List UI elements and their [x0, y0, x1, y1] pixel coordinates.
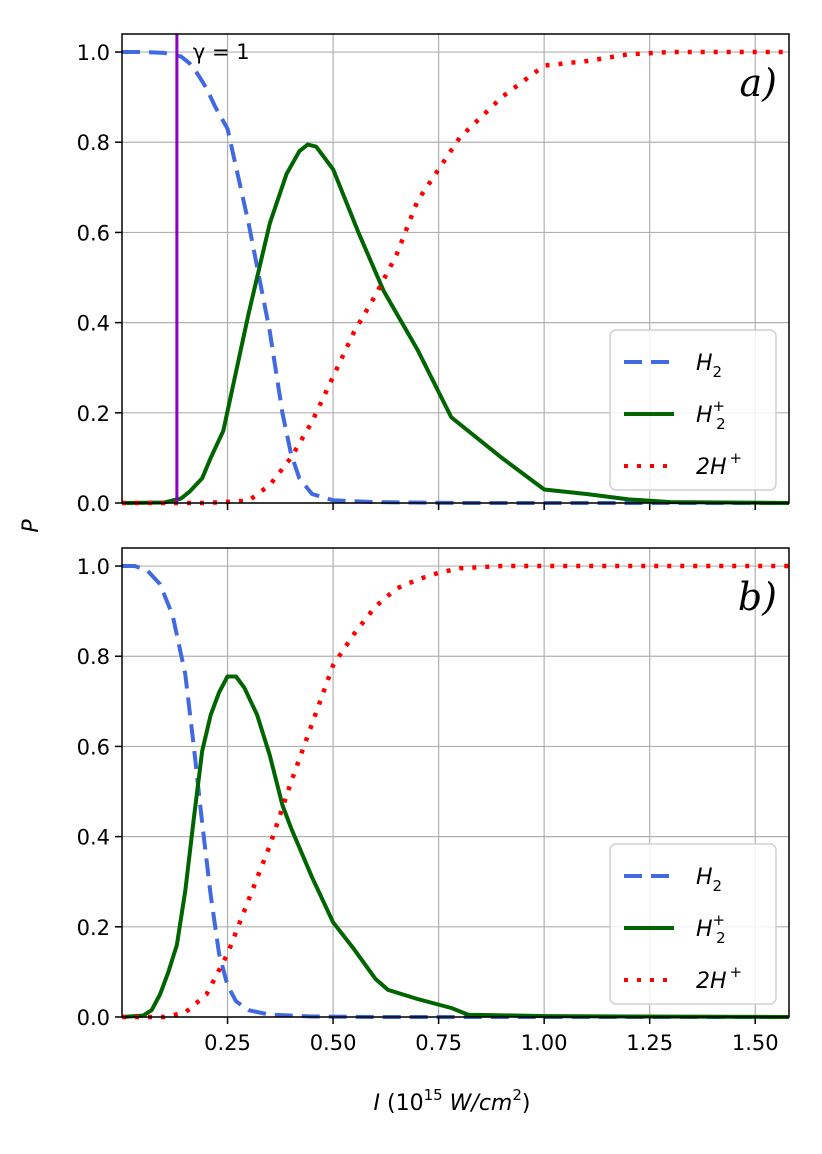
series-line-h2plus	[121, 674, 790, 1019]
legend-entry: H+ 2	[696, 911, 726, 947]
y-tick-label: 0.8	[77, 645, 110, 669]
panel-label: a)	[740, 61, 777, 105]
y-tick-label: 0.4	[77, 312, 110, 336]
legend-frame	[609, 843, 777, 1005]
legend-entry: H2	[696, 865, 722, 895]
y-tick-label: 0.2	[77, 402, 110, 426]
series-line-2hplus	[122, 49, 789, 506]
y-axis-label: P	[19, 519, 44, 533]
y-tick-label: 1.0	[77, 555, 110, 579]
legend-frame	[609, 329, 777, 491]
x-axis-label: I (1015 W/cm2)	[374, 1086, 531, 1116]
y-tick-label: 0.6	[77, 221, 110, 245]
y-tick-label: 0.8	[77, 131, 110, 155]
panel-b: 0.0 0.2 0.4 0.6 0.8 1.0 0.25 0.50 0.75 1.00 1.25 1.…	[77, 547, 790, 1055]
y-tick-label: 1.0	[77, 41, 110, 65]
axes-frame	[121, 33, 790, 504]
series-line-h2	[122, 564, 789, 1019]
panel-label: b)	[738, 575, 777, 619]
y-tick-label: 0.0	[77, 1006, 110, 1030]
legend-entry: 2H +	[696, 963, 742, 994]
x-tick-label: 0.25	[204, 1031, 251, 1055]
x-tick-label: 1.25	[626, 1031, 673, 1055]
axes-frame	[121, 547, 790, 1018]
x-tick-label: 1.50	[732, 1031, 779, 1055]
y-tick-label: 0.2	[77, 916, 110, 940]
x-tick-label: 0.75	[415, 1031, 462, 1055]
gamma-label: γ = 1	[193, 40, 250, 64]
y-tick-label: 0.4	[77, 826, 110, 850]
y-tick-label: 0.0	[77, 492, 110, 516]
legend-entry: 2H +	[696, 449, 742, 480]
series-line-h2	[122, 50, 789, 505]
x-tick-label: 0.50	[310, 1031, 357, 1055]
x-tick-label: 1.00	[521, 1031, 568, 1055]
legend: H2 H+ 2 2H +	[609, 329, 777, 491]
series-line-h2plus	[121, 142, 790, 505]
panel-a: γ = 1 0.0 0.2 0.4 0.6 0.8 1.0 a) H2 H+ 2 2H +	[77, 33, 790, 516]
legend: H2 H+ 2 2H +	[609, 843, 777, 1005]
y-tick-label: 0.6	[77, 735, 110, 759]
legend-entry: H+ 2	[696, 397, 726, 433]
legend-entry: H2	[696, 351, 722, 381]
